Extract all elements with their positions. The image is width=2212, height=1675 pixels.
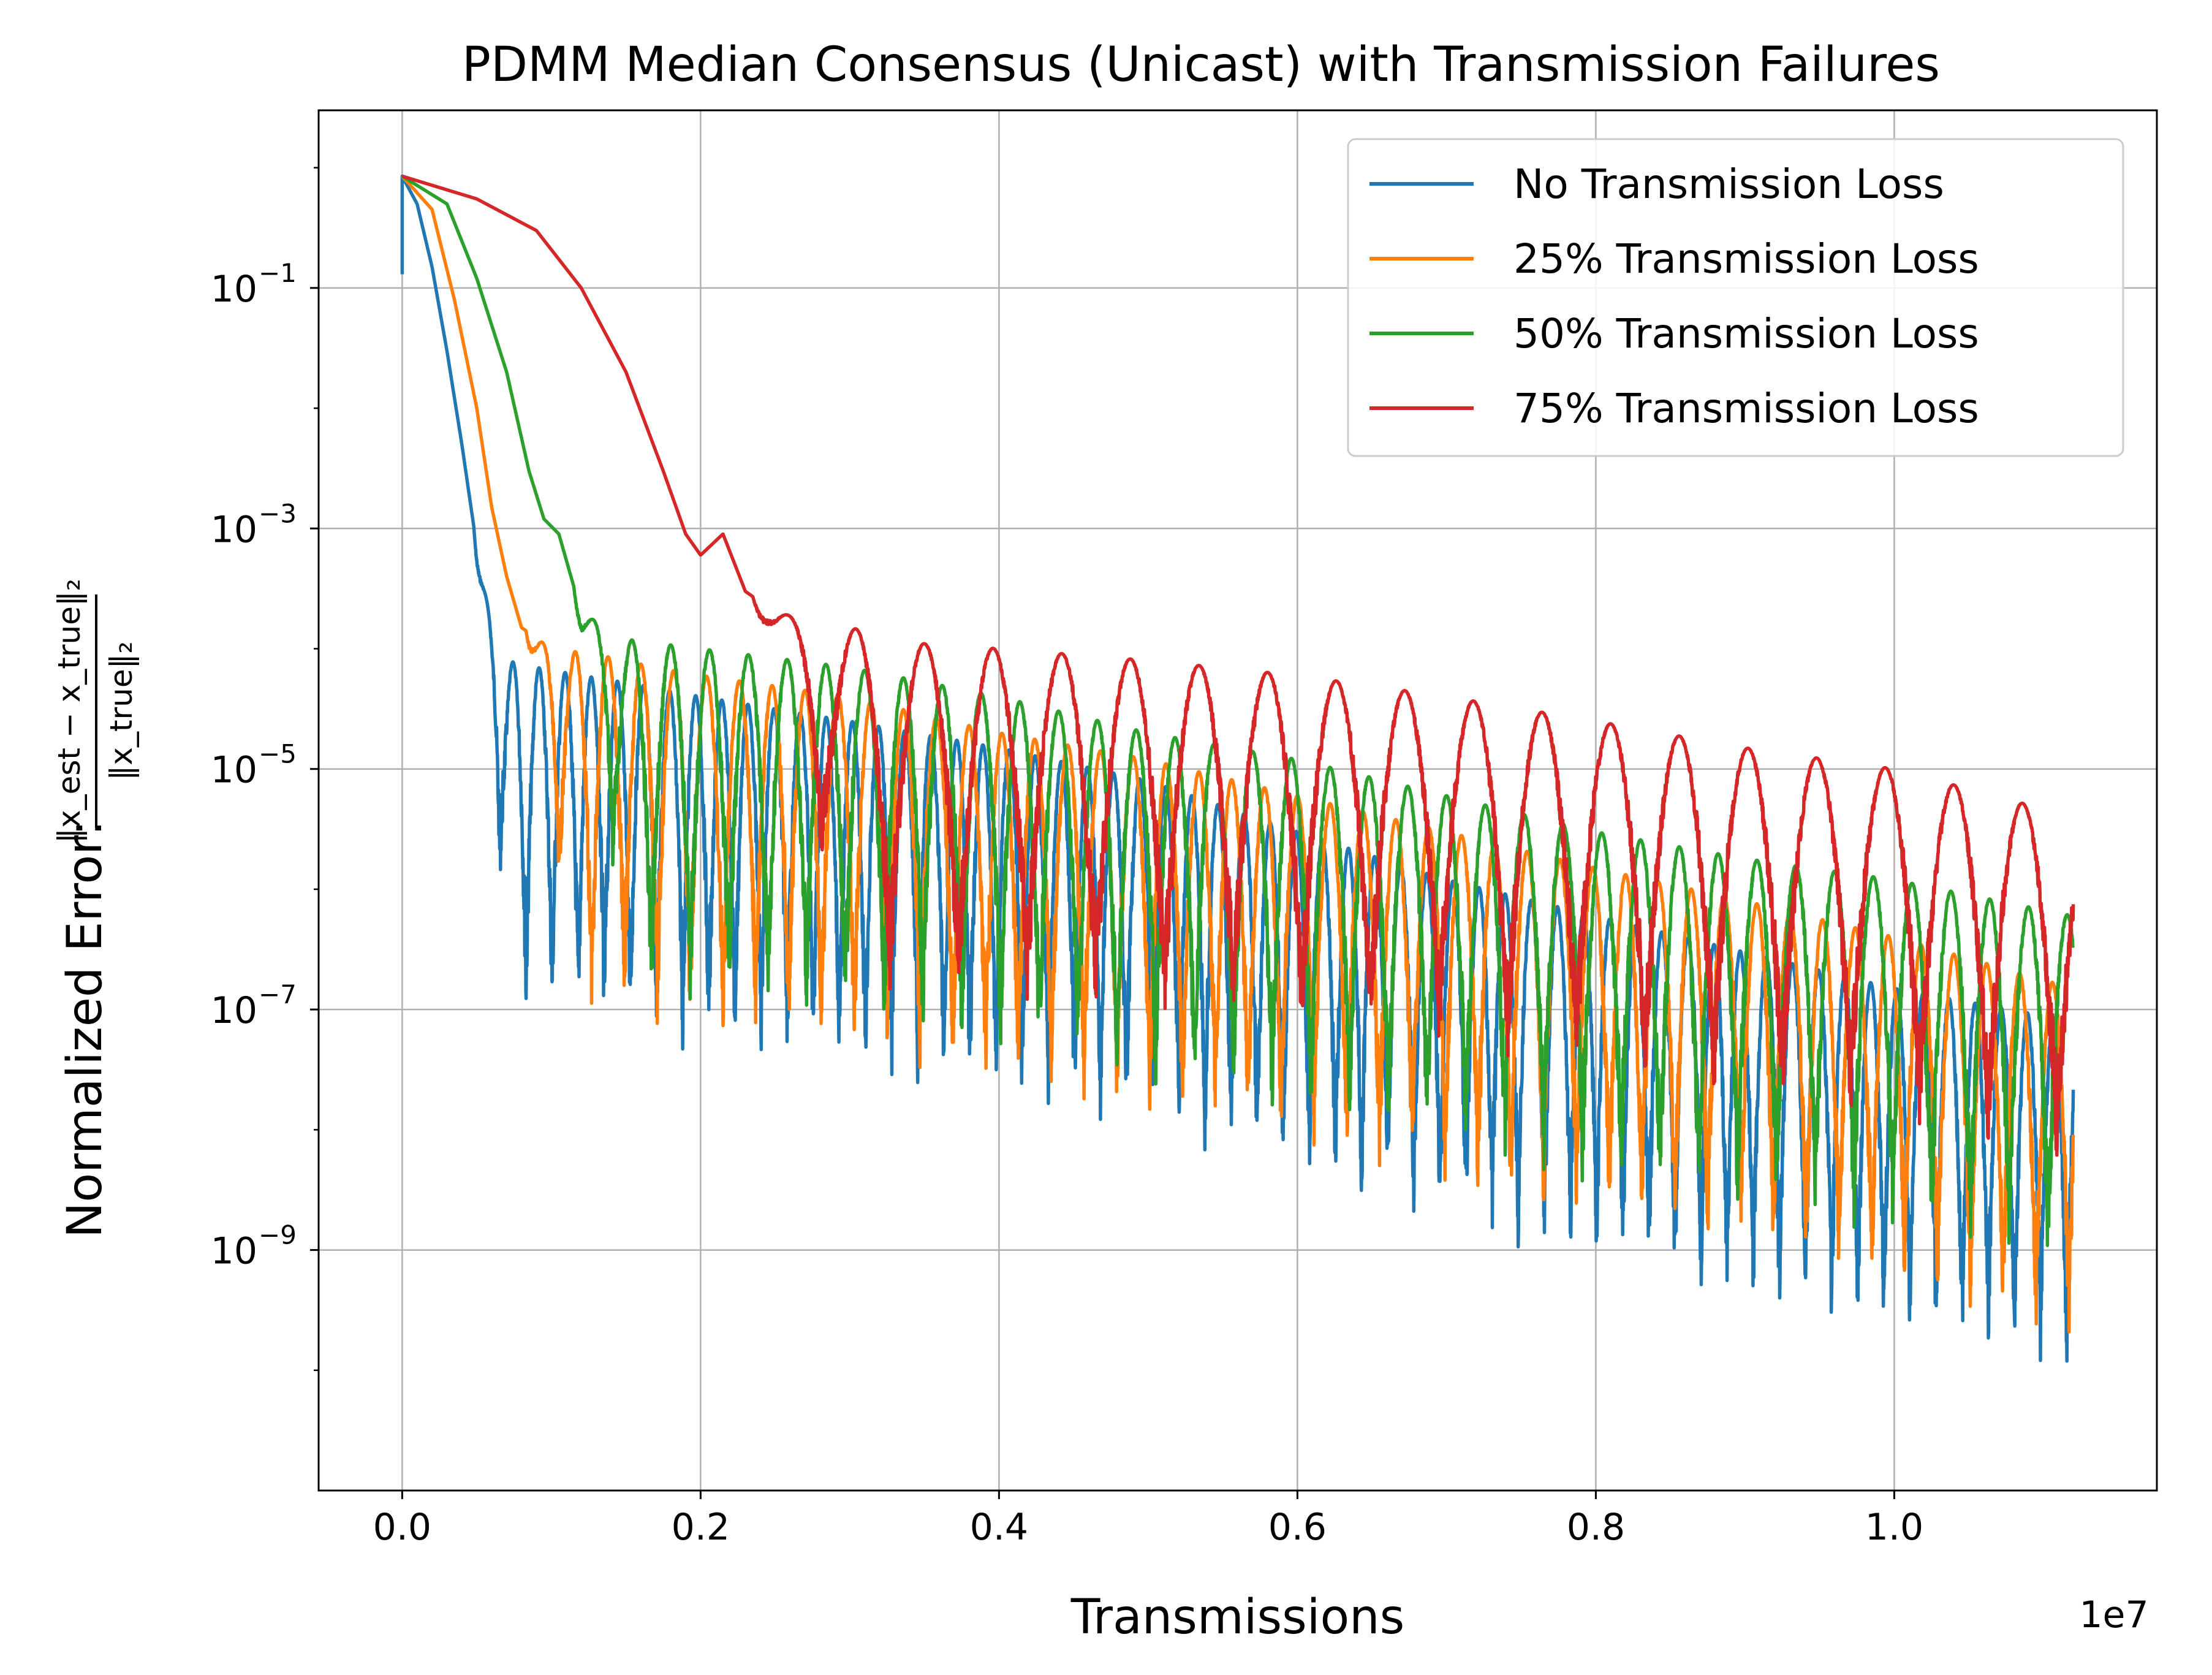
x-tick-label: 0.6: [1268, 1506, 1327, 1549]
y-axis-label: Normalized Error: ‖x_est − x_true‖₂ ‖x_t…: [51, 579, 139, 1238]
plot-frame: [317, 109, 2158, 1492]
y-tick-label: 10: [211, 989, 257, 1032]
y-tick-label: 10: [211, 749, 257, 792]
y-tick-exponent: −7: [259, 979, 297, 1009]
legend: No Transmission Loss 25% Transmission Los…: [1347, 138, 2124, 457]
data-series: [400, 174, 2075, 1363]
x-tick-label: 0.0: [373, 1506, 431, 1549]
y-tick-exponent: −5: [259, 739, 297, 769]
legend-label: 75% Transmission Loss: [1513, 385, 1979, 432]
y-axis-label-denominator: ‖x_true‖₂: [104, 641, 139, 780]
y-axis-label-prefix: Normalized Error:: [58, 820, 113, 1238]
y-axis-label-numerator: ‖x_est − x_true‖₂: [51, 579, 87, 843]
y-tick-exponent: −9: [259, 1220, 297, 1250]
x-tick-label: 0.2: [672, 1506, 730, 1549]
y-tick-exponent: −1: [259, 258, 297, 288]
x-tick-label: 1.0: [1865, 1506, 1923, 1549]
legend-label: No Transmission Loss: [1513, 161, 1944, 208]
y-tick-label: 10: [211, 268, 257, 311]
x-offset-label: 1e7: [2079, 1593, 2148, 1636]
x-tick-label: 0.4: [970, 1506, 1028, 1549]
y-axis-ticks: 10−910−710−510−310−1: [211, 167, 319, 1372]
x-axis-ticks: 0.0 0.2 0.4 0.6 0.8 1.0: [373, 1491, 1923, 1549]
y-tick-exponent: −3: [259, 498, 297, 528]
legend-label: 25% Transmission Loss: [1513, 235, 1979, 283]
chart-title: PDMM Median Consensus (Unicast) with Tra…: [462, 37, 1940, 93]
legend-box: [1347, 138, 2124, 457]
y-tick-label: 10: [211, 1230, 257, 1273]
legend-label: 50% Transmission Loss: [1513, 310, 1979, 357]
y-tick-label: 10: [211, 508, 257, 551]
x-tick-label: 0.8: [1567, 1506, 1625, 1549]
series-line: [401, 174, 2075, 1157]
x-axis-label: Transmissions: [1070, 1590, 1405, 1645]
